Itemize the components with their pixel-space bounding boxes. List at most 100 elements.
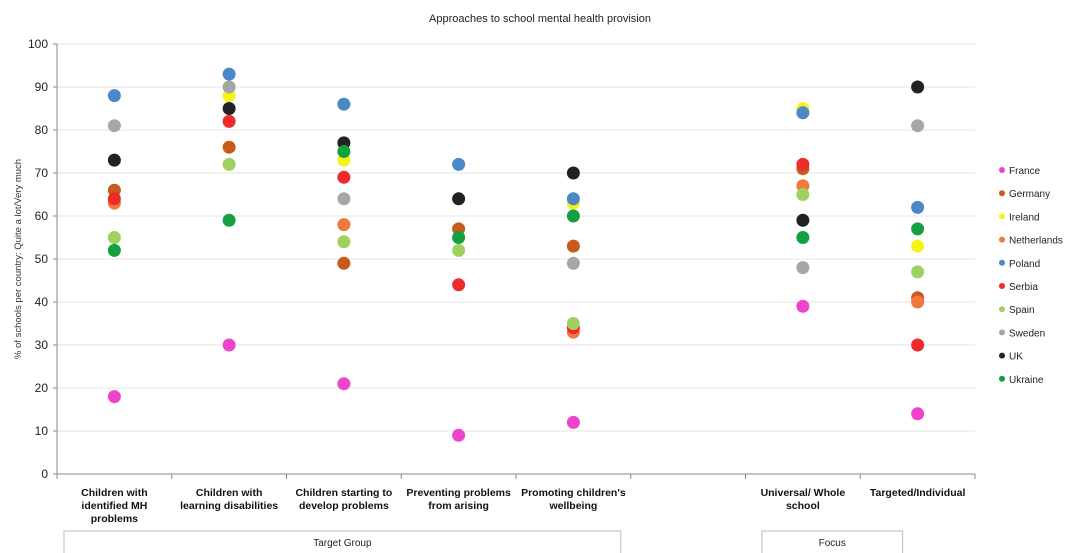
y-tick-label: 50 — [35, 252, 49, 266]
point-netherlands — [337, 218, 351, 232]
category-label: Targeted/Individual — [870, 487, 966, 499]
group-label: Target Group — [313, 538, 372, 549]
legend-label-poland: Poland — [1009, 259, 1040, 270]
point-poland — [911, 200, 925, 214]
point-france — [222, 338, 236, 352]
point-sweden — [566, 256, 580, 270]
group-box — [63, 530, 622, 553]
group-box — [761, 530, 904, 553]
legend-marker-france — [999, 167, 1005, 173]
group-label: Focus — [819, 538, 846, 549]
y-tick-label: 70 — [35, 166, 49, 180]
point-spain — [222, 157, 236, 171]
point-ukraine — [566, 209, 580, 223]
point-ukraine — [222, 213, 236, 227]
point-ukraine — [107, 243, 121, 257]
legend-marker-poland — [999, 259, 1005, 266]
point-germany — [566, 239, 580, 253]
point-sweden — [107, 119, 121, 133]
point-spain — [337, 235, 351, 249]
point-ukraine — [911, 222, 925, 236]
legend-label-germany: Germany — [1009, 189, 1050, 200]
point-poland — [337, 97, 351, 111]
point-sweden — [796, 261, 810, 275]
data-points — [107, 67, 925, 442]
y-tick-label: 40 — [35, 295, 49, 309]
point-serbia — [911, 338, 925, 352]
legend-label-netherlands: Netherlands — [1009, 236, 1063, 247]
y-tick-label: 90 — [35, 80, 49, 94]
category-label: school — [786, 500, 820, 512]
legend: France Germany Ireland Netherlands Poland Ser… — [999, 166, 1063, 386]
point-uk — [452, 192, 466, 206]
point-sweden — [337, 192, 351, 206]
point-uk — [107, 153, 121, 167]
y-tick-label: 80 — [35, 123, 49, 137]
point-poland — [566, 192, 580, 206]
category-label: learning disabilities — [180, 500, 278, 512]
category-label: Children with — [196, 487, 263, 499]
point-spain — [796, 188, 810, 201]
point-spain — [566, 317, 580, 330]
point-uk — [222, 102, 236, 115]
point-ukraine — [452, 231, 466, 244]
point-serbia — [796, 157, 810, 171]
y-tick-label: 30 — [35, 338, 49, 352]
y-tick-label: 100 — [28, 37, 48, 51]
y-tick-labels: 0 10 20 30 40 50 60 70 80 90 100 — [28, 37, 48, 481]
gridlines — [57, 43, 975, 432]
point-germany — [222, 140, 236, 154]
point-uk — [566, 166, 580, 180]
point-sweden — [911, 119, 925, 133]
category-label: problems — [91, 513, 138, 525]
point-netherlands — [911, 295, 925, 309]
category-label: wellbeing — [548, 500, 597, 512]
point-spain — [107, 231, 121, 244]
point-serbia — [222, 114, 236, 128]
y-tick-label: 0 — [41, 467, 48, 481]
point-france — [796, 299, 810, 313]
point-france — [337, 377, 351, 391]
point-poland — [452, 157, 466, 171]
category-label: Preventing problems — [406, 487, 511, 499]
point-ukraine — [796, 231, 810, 244]
legend-marker-spain — [999, 306, 1005, 313]
legend-marker-netherlands — [999, 236, 1005, 243]
y-tick-label: 10 — [35, 424, 49, 438]
point-poland — [222, 67, 236, 81]
point-france — [452, 428, 466, 442]
point-serbia — [337, 170, 351, 184]
category-label: develop problems — [299, 500, 389, 512]
legend-marker-ireland — [999, 213, 1005, 220]
y-axis-label: % of schools per country: Quite a lot/Ve… — [13, 159, 24, 359]
legend-label-sweden: Sweden — [1009, 328, 1045, 339]
point-sweden — [222, 80, 236, 94]
legend-label-france: France — [1009, 166, 1041, 177]
legend-label-serbia: Serbia — [1009, 282, 1038, 293]
point-spain — [911, 265, 925, 279]
point-poland — [796, 106, 810, 120]
legend-label-ukraine: Ukraine — [1009, 375, 1044, 386]
legend-marker-sweden — [999, 329, 1005, 336]
point-uk — [796, 213, 810, 227]
point-spain — [452, 243, 466, 257]
axes — [53, 43, 976, 479]
point-france — [107, 390, 121, 404]
point-germany — [337, 256, 351, 270]
point-uk — [911, 80, 925, 94]
category-label: identified MH — [81, 500, 147, 512]
chart-title: Approaches to school mental health provi… — [429, 13, 651, 25]
point-france — [911, 407, 925, 421]
legend-marker-germany — [999, 190, 1005, 197]
legend-marker-ukraine — [999, 375, 1005, 382]
point-serbia — [107, 192, 121, 206]
category-label: Children with — [81, 487, 148, 499]
category-groups: Target Group Focus — [63, 530, 904, 553]
category-label: Universal/ Whole — [761, 487, 846, 499]
legend-label-ireland: Ireland — [1009, 212, 1040, 223]
legend-marker-uk — [999, 352, 1005, 359]
point-ireland — [911, 239, 925, 253]
point-serbia — [452, 278, 466, 292]
